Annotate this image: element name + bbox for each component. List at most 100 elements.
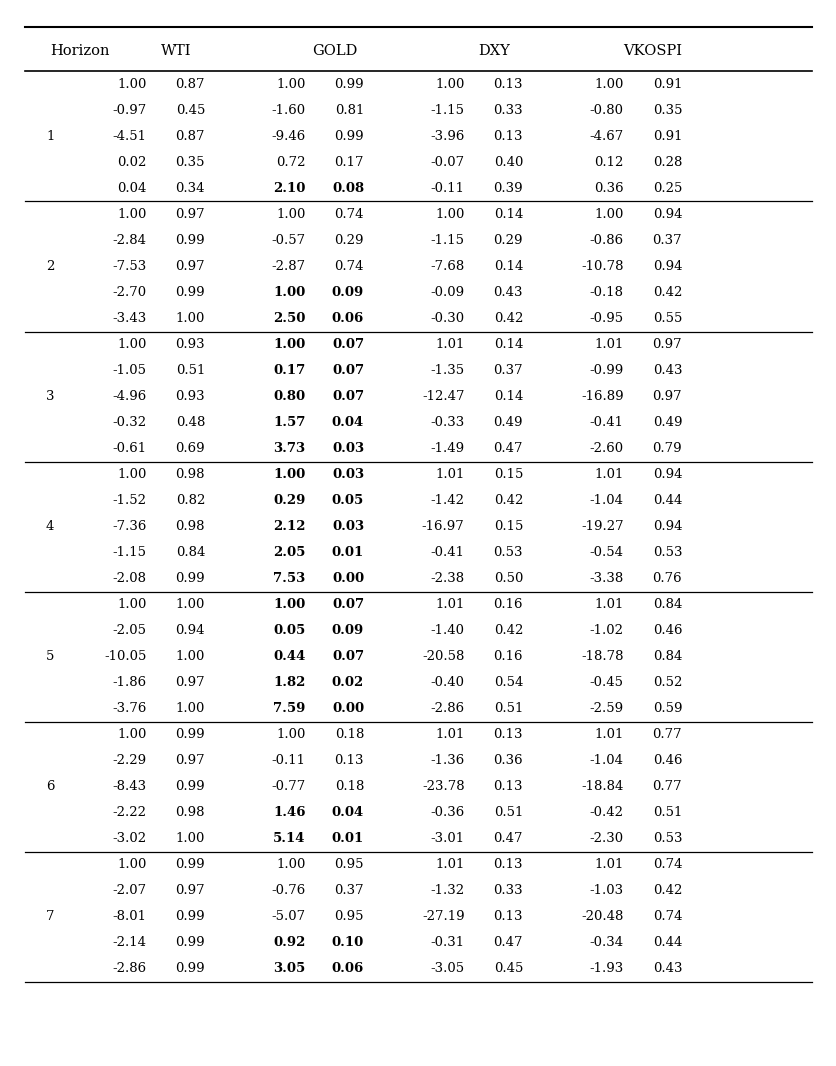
Text: 1.00: 1.00 — [176, 702, 205, 715]
Text: 0.98: 0.98 — [176, 468, 205, 481]
Text: 7.53: 7.53 — [273, 572, 305, 585]
Text: 0.54: 0.54 — [493, 676, 522, 689]
Text: 0.84: 0.84 — [652, 598, 681, 611]
Text: 0.51: 0.51 — [493, 806, 522, 819]
Text: 0.74: 0.74 — [652, 910, 681, 923]
Text: 0.92: 0.92 — [273, 936, 305, 949]
Text: 0.99: 0.99 — [176, 858, 205, 871]
Text: -0.11: -0.11 — [430, 182, 464, 195]
Text: -2.14: -2.14 — [112, 936, 146, 949]
Text: 3: 3 — [46, 390, 54, 403]
Text: -0.40: -0.40 — [430, 676, 464, 689]
Text: 0.99: 0.99 — [176, 728, 205, 741]
Text: 0.17: 0.17 — [273, 365, 305, 377]
Text: -23.78: -23.78 — [421, 780, 464, 793]
Text: 0.04: 0.04 — [331, 806, 364, 819]
Text: 0.99: 0.99 — [176, 910, 205, 923]
Text: -20.58: -20.58 — [421, 650, 464, 663]
Text: 0.51: 0.51 — [176, 365, 205, 377]
Text: 0.00: 0.00 — [332, 702, 364, 715]
Text: 0.07: 0.07 — [332, 338, 364, 351]
Text: 2.50: 2.50 — [273, 312, 305, 325]
Text: 0.53: 0.53 — [493, 546, 522, 559]
Text: 0.40: 0.40 — [493, 156, 522, 168]
Text: -2.05: -2.05 — [112, 625, 146, 637]
Text: 1.01: 1.01 — [435, 858, 464, 871]
Text: 0.13: 0.13 — [493, 728, 522, 741]
Text: 2.12: 2.12 — [273, 520, 305, 533]
Text: 0.16: 0.16 — [493, 598, 522, 611]
Text: -7.53: -7.53 — [112, 260, 146, 273]
Text: 1.01: 1.01 — [594, 468, 623, 481]
Text: -0.97: -0.97 — [112, 104, 146, 117]
Text: 0.43: 0.43 — [493, 286, 522, 298]
Text: 1.01: 1.01 — [435, 338, 464, 351]
Text: 0.97: 0.97 — [176, 676, 205, 689]
Text: 0.14: 0.14 — [493, 208, 522, 221]
Text: 0.44: 0.44 — [652, 495, 681, 507]
Text: 0.45: 0.45 — [493, 963, 522, 975]
Text: 0.35: 0.35 — [176, 156, 205, 168]
Text: -16.97: -16.97 — [421, 520, 464, 533]
Text: -18.78: -18.78 — [580, 650, 623, 663]
Text: 1.01: 1.01 — [594, 858, 623, 871]
Text: 0.81: 0.81 — [334, 104, 364, 117]
Text: 0.99: 0.99 — [334, 130, 364, 143]
Text: 0.00: 0.00 — [332, 572, 364, 585]
Text: -0.31: -0.31 — [430, 936, 464, 949]
Text: -1.15: -1.15 — [112, 546, 146, 559]
Text: 0.36: 0.36 — [493, 755, 522, 768]
Text: 1: 1 — [46, 130, 54, 143]
Text: 0.53: 0.53 — [652, 546, 681, 559]
Text: -4.67: -4.67 — [589, 130, 623, 143]
Text: -2.87: -2.87 — [271, 260, 305, 273]
Text: 1.00: 1.00 — [176, 833, 205, 845]
Text: 0.74: 0.74 — [652, 858, 681, 871]
Text: 0.80: 0.80 — [273, 390, 305, 403]
Text: 6: 6 — [46, 780, 54, 793]
Text: 0.95: 0.95 — [334, 858, 364, 871]
Text: 0.97: 0.97 — [176, 885, 205, 898]
Text: 0.05: 0.05 — [273, 625, 305, 637]
Text: 1.00: 1.00 — [594, 208, 623, 221]
Text: 1.00: 1.00 — [435, 78, 464, 91]
Text: 0.53: 0.53 — [652, 833, 681, 845]
Text: -1.03: -1.03 — [589, 885, 623, 898]
Text: -1.15: -1.15 — [430, 235, 464, 247]
Text: -1.52: -1.52 — [112, 495, 146, 507]
Text: 2.05: 2.05 — [273, 546, 305, 559]
Text: 0.91: 0.91 — [652, 130, 681, 143]
Text: 0.29: 0.29 — [273, 495, 305, 507]
Text: -4.51: -4.51 — [112, 130, 146, 143]
Text: 0.51: 0.51 — [652, 806, 681, 819]
Text: -2.59: -2.59 — [589, 702, 623, 715]
Text: 0.01: 0.01 — [331, 833, 364, 845]
Text: -4.96: -4.96 — [112, 390, 146, 403]
Text: DXY: DXY — [477, 45, 509, 59]
Text: 0.44: 0.44 — [652, 936, 681, 949]
Text: 0.99: 0.99 — [176, 936, 205, 949]
Text: -1.36: -1.36 — [430, 755, 464, 768]
Text: -0.95: -0.95 — [589, 312, 623, 325]
Text: 1.01: 1.01 — [594, 728, 623, 741]
Text: GOLD: GOLD — [312, 45, 357, 59]
Text: 0.97: 0.97 — [652, 338, 681, 351]
Text: -0.99: -0.99 — [589, 365, 623, 377]
Text: -0.41: -0.41 — [589, 416, 623, 429]
Text: 0.09: 0.09 — [331, 286, 364, 298]
Text: -8.43: -8.43 — [112, 780, 146, 793]
Text: 0.77: 0.77 — [652, 728, 681, 741]
Text: 0.97: 0.97 — [176, 208, 205, 221]
Text: -0.34: -0.34 — [589, 936, 623, 949]
Text: -0.77: -0.77 — [271, 780, 305, 793]
Text: 1.01: 1.01 — [594, 338, 623, 351]
Text: 0.99: 0.99 — [176, 286, 205, 298]
Text: 0.94: 0.94 — [652, 208, 681, 221]
Text: 0.14: 0.14 — [493, 390, 522, 403]
Text: 4: 4 — [46, 520, 54, 533]
Text: 0.06: 0.06 — [331, 963, 364, 975]
Text: 1.01: 1.01 — [435, 468, 464, 481]
Text: 0.72: 0.72 — [276, 156, 305, 168]
Text: 1.82: 1.82 — [273, 676, 305, 689]
Text: 1.00: 1.00 — [117, 78, 146, 91]
